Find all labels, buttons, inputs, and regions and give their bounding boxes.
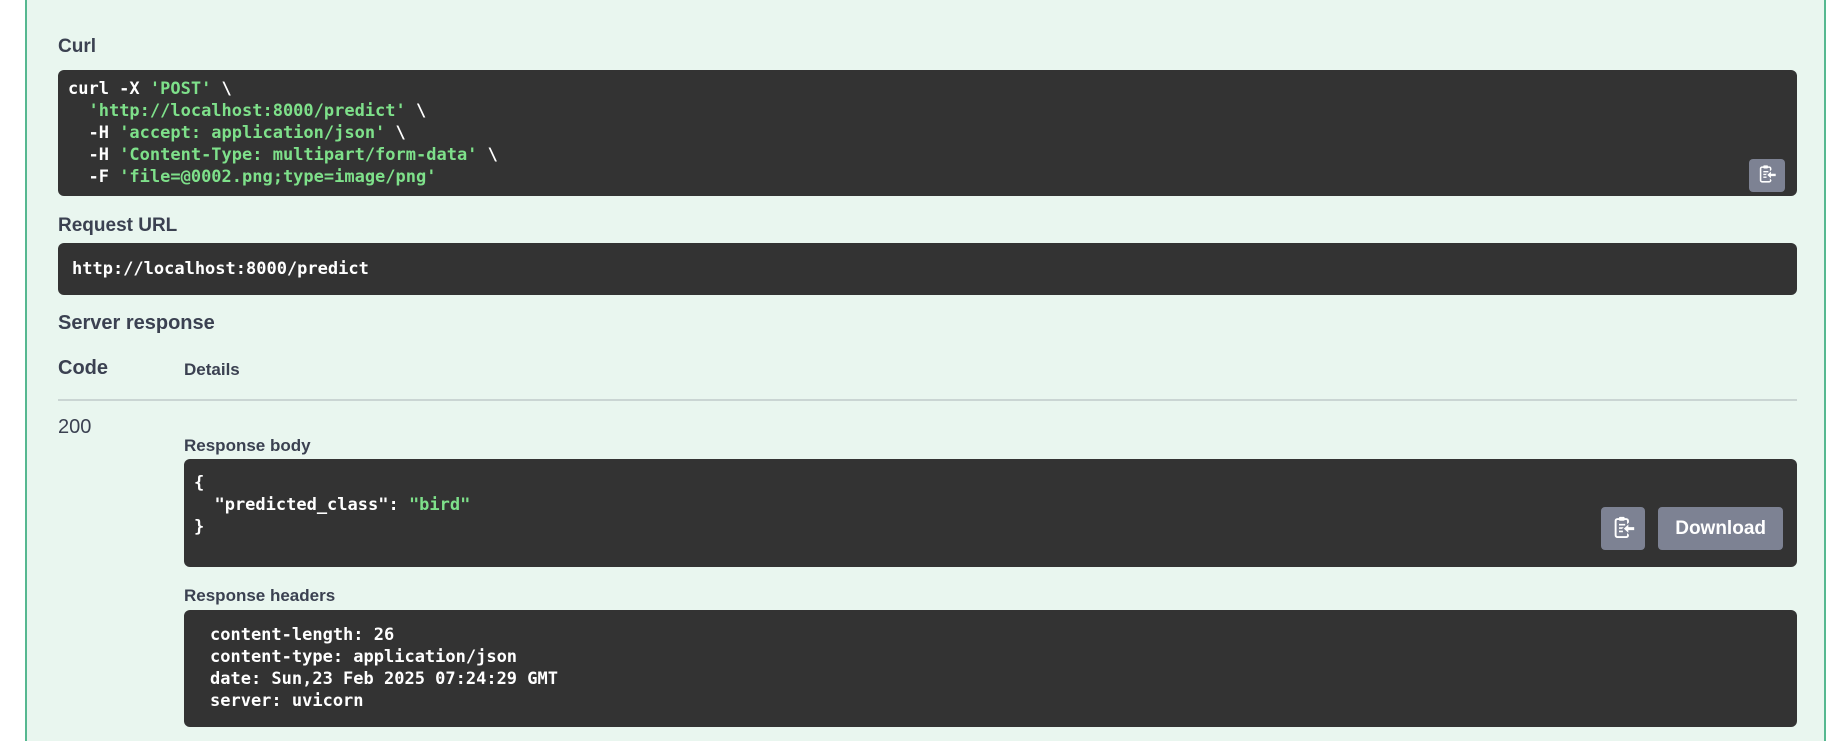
code-plain: -F bbox=[68, 167, 120, 187]
code-plain: \ bbox=[405, 101, 427, 121]
response-row: 200 Response body { "predicted_class": "… bbox=[58, 414, 1797, 727]
code-column-header: Code bbox=[58, 357, 108, 379]
response-headers-block: content-length: 26 content-type: applica… bbox=[184, 610, 1797, 727]
curl-code-line: -H 'Content-Type: multipart/form-data' \ bbox=[68, 144, 1787, 166]
details-column-header: Details bbox=[184, 360, 240, 379]
copy-response-body-button[interactable] bbox=[1601, 507, 1645, 550]
code-plain: "predicted_class": bbox=[194, 495, 409, 515]
json-code-line: } bbox=[194, 516, 1787, 538]
response-header-line: server: uvicorn bbox=[210, 691, 364, 711]
code-plain bbox=[68, 101, 88, 121]
response-details: Response body { "predicted_class": "bird… bbox=[184, 414, 1797, 727]
curl-code-line: curl -X 'POST' \ bbox=[68, 78, 1787, 100]
json-code-line: { bbox=[194, 472, 1787, 494]
code-plain: { bbox=[194, 473, 205, 493]
curl-section-label: Curl bbox=[58, 36, 96, 57]
code-plain: } bbox=[194, 517, 205, 537]
opblock-body: Curl curl -X 'POST' \ 'http://localhost:… bbox=[27, 0, 1799, 727]
download-button[interactable]: Download bbox=[1658, 507, 1783, 550]
code-string: 'http://localhost:8000/predict' bbox=[88, 101, 406, 121]
code-string: 'file=@0002.png;type=image/png' bbox=[119, 167, 437, 187]
code-string: 'Content-Type: multipart/form-data' bbox=[119, 145, 478, 165]
code-string: 'POST' bbox=[149, 79, 212, 99]
request-url-value: http://localhost:8000/predict bbox=[72, 259, 369, 279]
code-plain: \ bbox=[385, 123, 406, 143]
code-plain: \ bbox=[211, 79, 232, 99]
response-body-block: { "predicted_class": "bird" } bbox=[184, 459, 1797, 567]
response-status-code: 200 bbox=[58, 416, 92, 438]
opblock-panel: Curl curl -X 'POST' \ 'http://localhost:… bbox=[25, 0, 1826, 741]
json-code-line: "predicted_class": "bird" bbox=[194, 494, 1787, 516]
response-body-label: Response body bbox=[184, 436, 311, 455]
code-string: 'accept: application/json' bbox=[119, 123, 386, 143]
copy-to-clipboard-icon bbox=[1756, 163, 1778, 188]
request-url-block: http://localhost:8000/predict bbox=[58, 243, 1797, 295]
copy-curl-button[interactable] bbox=[1749, 159, 1785, 192]
server-response-heading: Server response bbox=[58, 312, 215, 334]
code-plain: -H bbox=[68, 145, 120, 165]
response-headers-label: Response headers bbox=[184, 586, 336, 605]
code-plain: -H bbox=[68, 123, 120, 143]
table-divider bbox=[58, 399, 1797, 401]
curl-code-line: 'http://localhost:8000/predict' \ bbox=[68, 100, 1787, 122]
curl-code-line: -H 'accept: application/json' \ bbox=[68, 122, 1787, 144]
request-url-label: Request URL bbox=[58, 215, 178, 236]
curl-code-line: -F 'file=@0002.png;type=image/png' bbox=[68, 166, 1787, 188]
response-header-line: content-type: application/json bbox=[210, 647, 518, 667]
code-plain: curl -X bbox=[68, 79, 150, 99]
response-table-header: Code Details bbox=[58, 355, 1797, 383]
curl-command-block[interactable]: curl -X 'POST' \ 'http://localhost:8000/… bbox=[58, 70, 1797, 196]
response-header-line: content-length: 26 bbox=[210, 625, 395, 645]
code-plain: \ bbox=[477, 145, 498, 165]
response-header-line: date: Sun,23 Feb 2025 07:24:29 GMT bbox=[210, 669, 558, 689]
copy-to-clipboard-icon bbox=[1610, 514, 1637, 544]
code-string: "bird" bbox=[408, 495, 471, 515]
